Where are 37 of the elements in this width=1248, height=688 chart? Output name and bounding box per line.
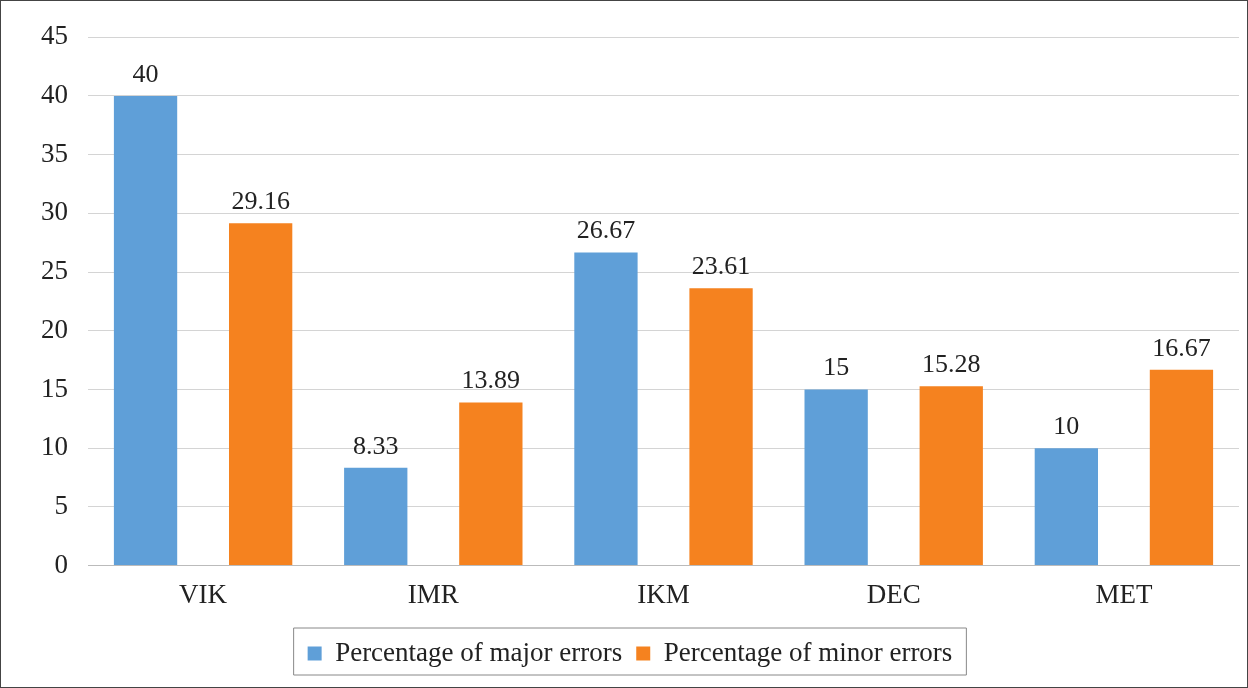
data-label: 15.28 <box>922 349 981 379</box>
bar <box>689 288 753 566</box>
bar <box>459 402 523 566</box>
data-label: 23.61 <box>691 251 751 281</box>
bar <box>574 252 638 566</box>
bar <box>804 389 868 566</box>
y-tick-label: 25 <box>41 255 68 286</box>
bar <box>344 467 408 566</box>
y-tick-label: 40 <box>41 79 68 109</box>
data-label: 15 <box>823 352 850 382</box>
bar <box>229 223 293 566</box>
y-tick-label: 20 <box>41 313 68 344</box>
x-tick-label: IKM <box>637 578 690 609</box>
data-label: 13.89 <box>461 365 521 395</box>
data-label: 40 <box>132 58 159 88</box>
data-label: 8.33 <box>353 430 399 460</box>
y-tick-label: 5 <box>54 489 68 520</box>
y-tick-label: 30 <box>41 196 68 227</box>
x-tick-label: VIK <box>179 578 228 609</box>
bar <box>1034 448 1098 566</box>
y-tick-label: 35 <box>41 137 68 168</box>
x-tick-label: IMR <box>407 578 459 609</box>
data-label: 26.67 <box>576 215 636 245</box>
y-tick-label: 0 <box>54 548 68 579</box>
x-tick-label: MET <box>1095 578 1153 609</box>
y-tick-label: 10 <box>41 431 68 462</box>
bar <box>919 386 983 566</box>
y-tick-label: 15 <box>41 372 68 403</box>
data-label: 29.16 <box>231 186 290 216</box>
x-tick-label: DEC <box>866 578 921 609</box>
data-label: 16.67 <box>1152 332 1211 362</box>
y-tick-label: 45 <box>41 20 68 51</box>
legend-label: Percentage of minor errors <box>663 636 953 667</box>
legend-label: Percentage of major errors <box>335 636 623 667</box>
bar <box>113 95 178 566</box>
data-label: 10 <box>1053 411 1080 441</box>
bar <box>1149 369 1214 566</box>
